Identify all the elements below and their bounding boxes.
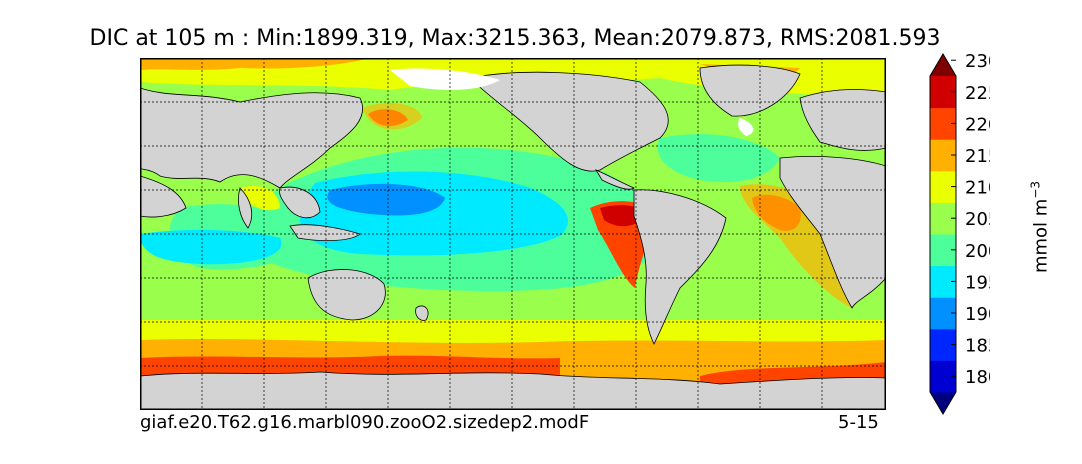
colorbar: 1800 1850 1900 1950 2000 2050 2100 2150 2200 2250… — [929, 51, 990, 415]
time-period: 5-15 — [838, 412, 879, 433]
arctic-orange — [140, 58, 370, 70]
colorbar-label: mmol m−3 — [1028, 180, 1052, 274]
benguela-orange — [740, 184, 852, 308]
land-north-america — [469, 71, 669, 172]
colorbar-outline — [929, 53, 957, 415]
land-indonesia — [289, 224, 361, 242]
chart-title: DIC at 105 m : Min:1899.319, Max:3215.36… — [89, 26, 941, 51]
run-name: giaf.e20.T62.g16.marbl090.zooO2.sizedep2… — [140, 412, 590, 433]
missing-arctic-2 — [738, 118, 754, 136]
land-europe — [799, 89, 886, 151]
colorbar-tick-label: 1950 — [965, 272, 990, 293]
land-se-asia — [279, 186, 321, 219]
land-africa-west — [779, 156, 886, 309]
dic-map — [140, 58, 886, 410]
indian-cyan — [140, 229, 282, 265]
colorbar-tick-label: 2150 — [965, 146, 990, 167]
land-africa-east — [140, 175, 187, 218]
graticule — [140, 58, 886, 410]
warm-pool-blue — [327, 183, 445, 216]
land-new-zealand — [415, 305, 429, 321]
land-india — [238, 187, 253, 229]
land-south-america — [633, 189, 727, 345]
missing-arctic — [390, 68, 500, 90]
colorbar-tick-label: 2200 — [965, 114, 990, 135]
land-greenland — [699, 64, 801, 117]
colorbar-label-exponent: −3 — [1028, 180, 1043, 199]
colorbar-tick-label: 1800 — [965, 367, 990, 388]
map-frame — [140, 58, 886, 410]
land-antarctica — [140, 371, 886, 410]
land-central-america — [595, 169, 635, 190]
colorbar-tick-label: 1850 — [965, 336, 990, 357]
colorbar-tick-label: 2050 — [965, 209, 990, 230]
colorbar-tick-label: 2250 — [965, 83, 990, 104]
colorbar-extend-min — [930, 392, 956, 414]
land-australia — [307, 269, 386, 321]
colorbar-tick-label: 2000 — [965, 241, 990, 262]
colorbar-tick-label: 2100 — [965, 178, 990, 199]
arabian-yellow — [240, 186, 280, 211]
colorbar-extend-max — [930, 54, 956, 76]
colorbar-tick-label: 1900 — [965, 304, 990, 325]
colorbar-tick-label: 2300 — [965, 51, 990, 72]
bering-orange — [362, 103, 422, 130]
